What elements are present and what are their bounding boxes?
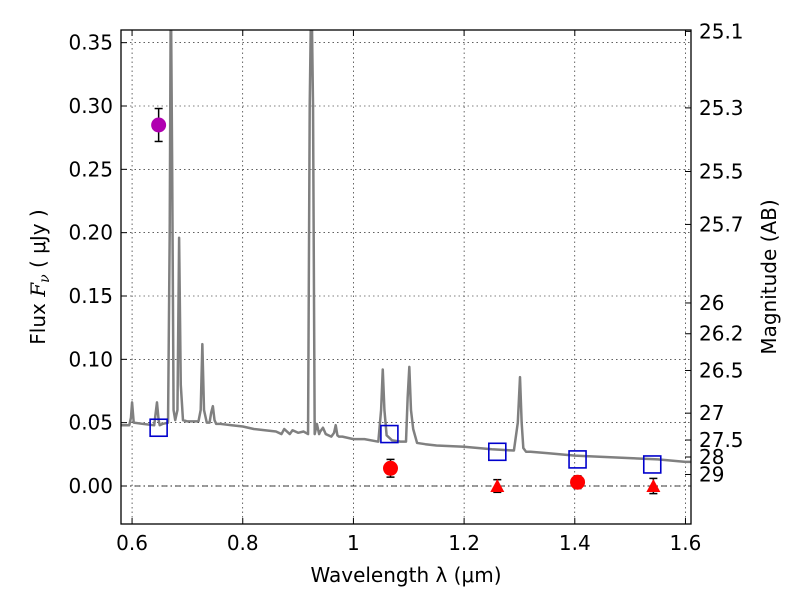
magnitude-tick-label: 26 xyxy=(699,291,724,315)
model-square xyxy=(642,455,662,474)
y-tick-label: 0.15 xyxy=(68,284,113,308)
ticks: 0.6 0.8 1 1.2 1.4 1.6 0.00 0.05 0.10 0.15 0.20 0.25… xyxy=(68,19,743,555)
magnitude-tick-label: 29 xyxy=(699,462,724,486)
spectrum-line xyxy=(121,30,691,464)
magnitude-tick-label: 27.5 xyxy=(699,428,744,452)
plot-area xyxy=(121,30,691,524)
model-square xyxy=(488,442,507,462)
data-marks xyxy=(121,30,691,495)
magnitude-tick-label: 25.5 xyxy=(699,159,744,183)
magnitude-tick-label: 28 xyxy=(699,445,724,469)
magnitude-tick-label: 26.2 xyxy=(699,322,744,346)
magnitude-tick-label: 27 xyxy=(699,401,724,425)
y-tick-label: 0.00 xyxy=(68,474,113,498)
y-axis-label-prefix: Flux xyxy=(26,297,50,345)
y-axis-label-unit: ( μJy ) xyxy=(26,209,50,274)
x-tick-label: 1 xyxy=(347,531,360,555)
y-axis-label-subscript: ν xyxy=(37,274,53,283)
y-axis-label: Flux Fν ( μJy ) xyxy=(26,209,53,344)
magnitude-tick-label: 26.5 xyxy=(699,358,744,382)
y-axis-label-symbol: F xyxy=(26,282,50,298)
magnitude-tick-label: 25.7 xyxy=(699,212,744,236)
x-tick-label: 0.8 xyxy=(227,531,259,555)
x-tick-label: 1.4 xyxy=(559,531,591,555)
x-tick-label: 1.2 xyxy=(448,531,480,555)
magnitude-tick-label: 25.3 xyxy=(699,96,744,120)
y-tick-label: 0.35 xyxy=(68,31,113,55)
y-tick-label: 0.30 xyxy=(68,94,113,118)
model-square xyxy=(380,424,399,444)
y-tick-label: 0.10 xyxy=(68,347,113,371)
detection-point-magenta xyxy=(151,117,167,133)
magnitude-tick-label: 25.1 xyxy=(699,19,744,43)
y-tick-label: 0.05 xyxy=(68,411,113,435)
x-tick-label: 0.6 xyxy=(116,531,148,555)
detection-point xyxy=(570,474,586,490)
model-square xyxy=(568,450,587,469)
x-tick-label: 1.6 xyxy=(670,531,702,555)
plot-frame xyxy=(120,29,692,525)
x-axis-label: Wavelength λ (μm) xyxy=(310,563,501,587)
model-square xyxy=(149,418,168,438)
right-axis-label: Magnitude (AB) xyxy=(757,199,781,354)
detection-point xyxy=(383,460,399,476)
upper-limit-triangle xyxy=(490,479,505,492)
y-tick-label: 0.25 xyxy=(68,157,113,181)
upper-limit-triangle xyxy=(646,479,661,492)
y-tick-label: 0.20 xyxy=(68,221,113,245)
